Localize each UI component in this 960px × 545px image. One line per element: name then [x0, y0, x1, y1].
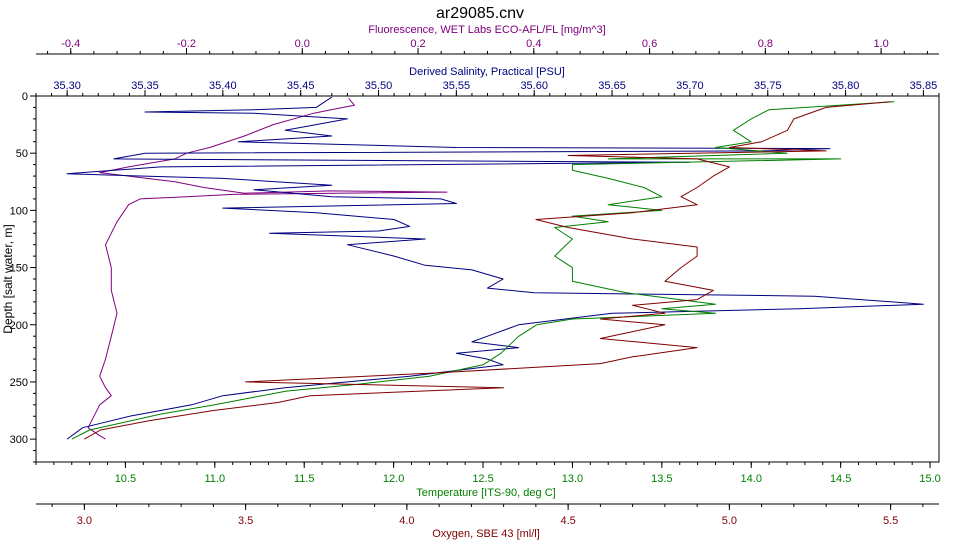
salinity-axis: 35.30 35.35 35.40 35.45 35.50 35.55 35.60 35.65… [35, 80, 940, 97]
depth-tick-label: 100 [10, 205, 28, 217]
fluorescence-tick-label: 0.6 [642, 38, 657, 50]
salinity-tick-label: 35.40 [209, 80, 237, 92]
depth-tick-label: 50 [16, 148, 28, 160]
fluorescence-axis-label: Fluorescence, WET Labs ECO-AFL/FL [mg/m^… [368, 24, 605, 36]
oxygen-tick-label: 5.5 [883, 515, 898, 527]
temperature-profile-line [71, 101, 895, 440]
depth-tick-label: 300 [10, 434, 28, 446]
depth-tick-label: 250 [10, 377, 28, 389]
temperature-tick-label: 13.0 [562, 473, 583, 485]
salinity-axis-label: Derived Salinity, Practical [PSU] [409, 66, 565, 78]
temperature-tick-label: 11.0 [205, 473, 226, 485]
series-layer [66, 97, 924, 440]
temperature-tick-label: 14.5 [830, 473, 851, 485]
salinity-tick-label: 35.35 [131, 80, 159, 92]
temperature-tick-label: 12.0 [383, 473, 404, 485]
chart-title: ar29085.cnv [436, 5, 524, 22]
fluorescence-tick-label: 0.8 [758, 38, 773, 50]
depth-axis-label: Depth [salt water, m] [1, 224, 15, 333]
oxygen-tick-label: 4.5 [560, 515, 575, 527]
fluorescence-tick-label: -0.4 [61, 38, 80, 50]
depth-axis: 0 50 100 150 200 250 300 [10, 91, 36, 463]
salinity-tick-label: 35.30 [53, 80, 81, 92]
salinity-tick-label: 35.65 [598, 80, 626, 92]
temperature-axis-label: Temperature [ITS-90, deg C] [416, 487, 555, 499]
fluorescence-tick-label: 0.4 [526, 38, 541, 50]
temperature-tick-label: 10.5 [115, 473, 136, 485]
oxygen-tick-label: 5.0 [722, 515, 737, 527]
oxygen-axis-label: Oxygen, SBE 43 [ml/l] [432, 528, 540, 540]
fluorescence-tick-label: 0.2 [410, 38, 425, 50]
salinity-tick-label: 35.45 [287, 80, 315, 92]
temperature-axis: 10.5 11.0 11.5 12.0 12.5 13.0 13.5 14.0 14.5 15.0 [35, 461, 941, 485]
salinity-tick-label: 35.60 [520, 80, 548, 92]
temperature-tick-label: 14.0 [741, 473, 762, 485]
temperature-tick-label: 11.5 [294, 473, 315, 485]
oxygen-tick-label: 3.0 [77, 515, 92, 527]
salinity-tick-label: 35.70 [676, 80, 704, 92]
temperature-tick-label: 13.5 [651, 473, 672, 485]
temperature-tick-label: 12.5 [472, 473, 493, 485]
depth-tick-label: 0 [22, 91, 28, 103]
oxygen-tick-label: 4.0 [399, 515, 414, 527]
fluorescence-tick-label: -0.2 [177, 38, 196, 50]
salinity-tick-label: 35.80 [832, 80, 860, 92]
oxygen-profile-line [84, 101, 891, 440]
temperature-tick-label: 15.0 [919, 473, 940, 485]
salinity-tick-label: 35.55 [443, 80, 471, 92]
depth-tick-label: 150 [10, 263, 28, 275]
fluorescence-tick-label: 0.0 [295, 38, 310, 50]
fluorescence-tick-label: 1.0 [873, 38, 888, 50]
oxygen-axis: 3.0 3.5 4.0 4.5 5.0 5.5 [36, 503, 939, 527]
salinity-tick-label: 35.50 [365, 80, 393, 92]
depth-tick-label: 200 [10, 320, 28, 332]
oxygen-tick-label: 3.5 [238, 515, 253, 527]
salinity-tick-label: 35.85 [910, 80, 938, 92]
fluorescence-profile-line [87, 97, 448, 440]
salinity-tick-label: 35.75 [754, 80, 782, 92]
fluorescence-axis: -0.4 -0.2 0.0 0.2 0.4 0.6 0.8 1.0 [36, 38, 939, 55]
